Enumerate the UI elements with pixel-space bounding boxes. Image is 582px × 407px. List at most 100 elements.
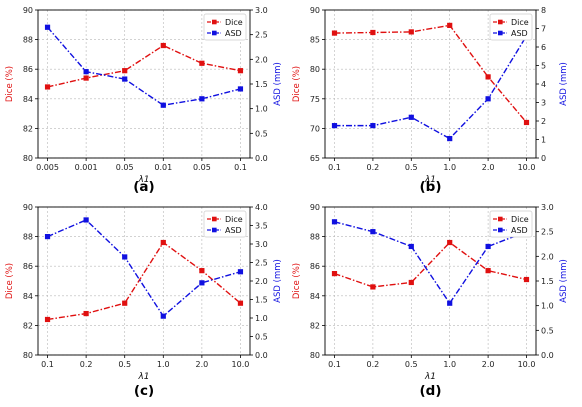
left-axis-tick-label: 80: [310, 351, 320, 360]
data-point-dice: [83, 310, 89, 317]
data-point-dice: [199, 268, 205, 274]
panel-label: (d): [419, 383, 441, 399]
right-axis-tick-label: 3.5: [255, 222, 268, 231]
right-axis-tick-label: 1.0: [541, 302, 554, 311]
legend-label: ASD: [225, 29, 242, 38]
x-axis-tick-label: 0.01: [154, 163, 172, 172]
right-axis-tick-label: 2: [541, 117, 546, 126]
right-axis-label: ASD (mm): [273, 62, 283, 106]
data-point-dice: [370, 284, 376, 290]
right-axis-tick-label: 0.0: [255, 154, 268, 163]
x-axis-tick-label: 0.5: [118, 360, 131, 369]
legend-label: ASD: [511, 226, 528, 235]
left-axis-tick-label: 84: [23, 292, 33, 301]
series-line-asd: [334, 221, 527, 305]
left-axis-tick-label: 82: [23, 321, 33, 330]
data-point-dice: [447, 239, 453, 246]
data-point-dice: [199, 60, 205, 66]
left-axis-tick-label: 70: [310, 124, 320, 133]
x-axis-tick-label: 1.0: [157, 360, 170, 369]
x-axis-tick-label: 0.005: [36, 163, 59, 172]
legend-marker: [212, 30, 217, 36]
left-axis-tick-label: 84: [23, 95, 33, 104]
data-point-dice: [44, 84, 51, 90]
left-axis-tick-label: 88: [23, 36, 33, 45]
data-point-dice: [160, 42, 166, 49]
legend-label: Dice: [511, 18, 529, 27]
data-point-dice: [122, 68, 128, 74]
data-point-dice: [237, 68, 244, 74]
legend-label: Dice: [511, 215, 529, 224]
right-axis-tick-label: 4: [541, 80, 546, 89]
left-axis-tick-label: 80: [23, 351, 33, 360]
left-axis-tick-label: 90: [310, 203, 320, 212]
right-axis-tick-label: 1.5: [255, 296, 268, 305]
right-axis-tick-label: 4.0: [255, 203, 268, 212]
data-point-asd: [160, 102, 166, 108]
data-point-asd: [44, 234, 51, 240]
left-axis-tick-label: 75: [310, 95, 320, 104]
left-axis-tick-label: 80: [23, 154, 33, 163]
data-point-dice: [331, 271, 338, 277]
data-point-asd: [83, 217, 89, 223]
x-axis-label: λ1: [424, 175, 436, 185]
right-axis-tick-label: 2.5: [255, 31, 268, 40]
chart-panel-2: 65 70 75 80 85 90 0 1 2 3 4 5 6 7 8 0.1 0.2 0.5 1.0 2.0 10.0…: [292, 6, 569, 195]
right-axis-tick-label: 0.5: [541, 326, 554, 335]
series-line-asd: [47, 26, 241, 106]
data-point-dice: [485, 74, 491, 80]
x-axis-label: λ1: [137, 372, 149, 382]
left-axis-tick-label: 88: [310, 233, 320, 242]
legend-marker: [498, 30, 503, 36]
right-axis-tick-label: 5: [541, 62, 546, 71]
x-axis-tick-label: 0.2: [367, 163, 380, 172]
data-point-asd: [122, 254, 128, 260]
legend-label: ASD: [225, 226, 242, 235]
x-axis-tick-label: 2.0: [482, 163, 495, 172]
left-axis-tick-label: 90: [23, 203, 33, 212]
data-point-asd: [408, 243, 414, 250]
legend-label: Dice: [225, 18, 243, 27]
right-axis-tick-label: 1: [541, 136, 546, 145]
legend-marker: [498, 19, 503, 25]
series-line-dice: [334, 24, 528, 123]
left-axis-tick-label: 86: [23, 262, 33, 271]
data-point-dice: [160, 239, 166, 246]
x-axis-tick-label: 0.001: [75, 163, 98, 172]
series-line-dice: [334, 241, 527, 288]
x-axis-tick-label: 0.5: [405, 360, 418, 369]
right-axis-tick-label: 0.0: [541, 351, 554, 360]
right-axis-tick-label: 3.0: [255, 6, 268, 15]
right-axis-tick-label: 0.5: [255, 129, 268, 138]
x-axis-tick-label: 0.2: [367, 360, 380, 369]
left-axis-tick-label: 65: [310, 154, 320, 163]
right-axis-tick-label: 3: [541, 99, 546, 108]
data-point-asd: [199, 280, 205, 286]
right-axis-tick-label: 3.0: [255, 240, 268, 249]
x-axis-tick-label: 0.1: [328, 360, 341, 369]
left-axis-tick-label: 82: [310, 321, 320, 330]
x-axis-label: λ1: [424, 372, 436, 382]
data-point-dice: [83, 75, 89, 81]
x-axis-tick-label: 2.0: [482, 360, 495, 369]
data-point-dice: [523, 276, 530, 283]
x-axis-tick-label: 10.0: [518, 360, 536, 369]
data-point-dice: [408, 29, 414, 35]
data-point-dice: [237, 300, 244, 306]
right-axis-tick-label: 1.5: [541, 277, 554, 286]
legend-marker: [498, 227, 503, 233]
data-point-asd: [447, 135, 453, 142]
data-point-asd: [237, 269, 244, 275]
right-axis-tick-label: 7: [541, 25, 546, 34]
x-axis-tick-label: 1.0: [443, 163, 456, 172]
left-axis-tick-label: 85: [310, 36, 320, 45]
data-point-dice: [447, 22, 453, 28]
right-axis-tick-label: 3.0: [541, 203, 554, 212]
panel-label: (a): [133, 179, 154, 195]
data-point-asd: [331, 219, 338, 225]
series-line-dice: [47, 241, 241, 321]
right-axis-tick-label: 2.0: [255, 55, 268, 64]
x-axis-tick-label: 0.5: [405, 163, 418, 172]
right-axis-tick-label: 0: [541, 154, 546, 163]
